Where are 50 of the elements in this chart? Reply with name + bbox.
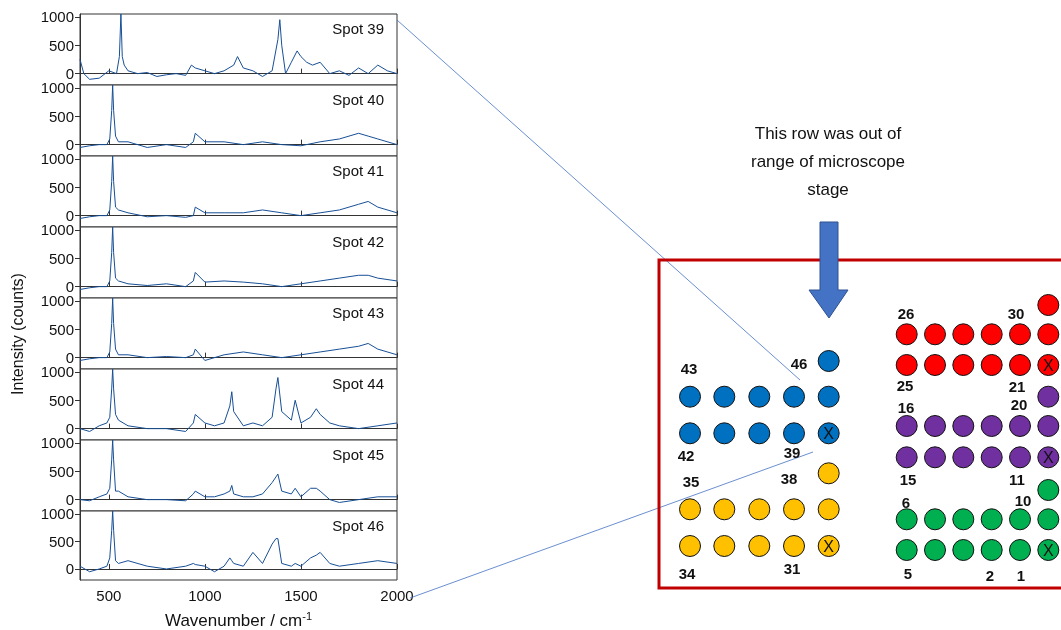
text: 31 xyxy=(783,559,801,577)
y-tick-label: 500 xyxy=(48,320,74,338)
text: X xyxy=(1042,356,1054,374)
chart-title: Spot 46 xyxy=(332,517,385,534)
text: 25 xyxy=(896,376,914,394)
text: 20 xyxy=(1010,395,1028,413)
y-tick-label: 500 xyxy=(48,249,74,267)
x-tick-label: 500 xyxy=(96,587,122,604)
text: 39 xyxy=(783,443,801,461)
text: 15 xyxy=(899,470,917,488)
y-tick-label: 500 xyxy=(48,391,74,409)
y-tick-label: 500 xyxy=(48,532,74,550)
text: X xyxy=(823,537,835,555)
text: X xyxy=(1042,448,1054,466)
text: X xyxy=(823,424,835,442)
y-tick-label: 500 xyxy=(48,178,74,196)
y-tick-label: 0 xyxy=(65,560,74,578)
chart-title: Spot 41 xyxy=(332,162,385,179)
text: 2 xyxy=(985,566,995,584)
text: X xyxy=(1042,541,1054,559)
text: 5 xyxy=(903,564,913,582)
y-tick-label: 500 xyxy=(48,36,74,54)
text: This row was out of range of microscope stage xyxy=(750,123,906,201)
y-axis-title: Intensity (counts) xyxy=(9,272,27,395)
chart-title: Spot 44 xyxy=(332,375,385,392)
text: 21 xyxy=(1008,377,1026,395)
text: 34 xyxy=(678,564,696,582)
text: 6 xyxy=(901,493,911,511)
text: 42 xyxy=(677,446,695,464)
text: 11 xyxy=(1009,470,1025,488)
chart-title: Spot 42 xyxy=(332,233,385,250)
x-tick-label: 1000 xyxy=(188,587,222,604)
y-tick-label: 500 xyxy=(48,107,74,125)
text: 26 xyxy=(897,304,915,322)
text: 35 xyxy=(682,472,700,490)
text: 1 xyxy=(1016,566,1026,584)
x-tick-label: 1500 xyxy=(284,587,318,604)
text: 38 xyxy=(780,469,798,487)
chart-title: Spot 43 xyxy=(332,304,385,321)
text: 43 xyxy=(680,359,698,377)
x-tick-label: 2000 xyxy=(380,587,414,604)
y-tick-label: 1000 xyxy=(40,8,74,26)
text: 30 xyxy=(1007,304,1025,322)
text: 16 xyxy=(897,398,915,416)
y-tick-label: 500 xyxy=(48,462,74,480)
text: 46 xyxy=(790,354,808,372)
chart-title: Spot 40 xyxy=(332,91,385,108)
chart-title: Spot 39 xyxy=(332,20,385,37)
text: 10 xyxy=(1014,491,1032,509)
chart-title: Spot 45 xyxy=(332,446,385,463)
